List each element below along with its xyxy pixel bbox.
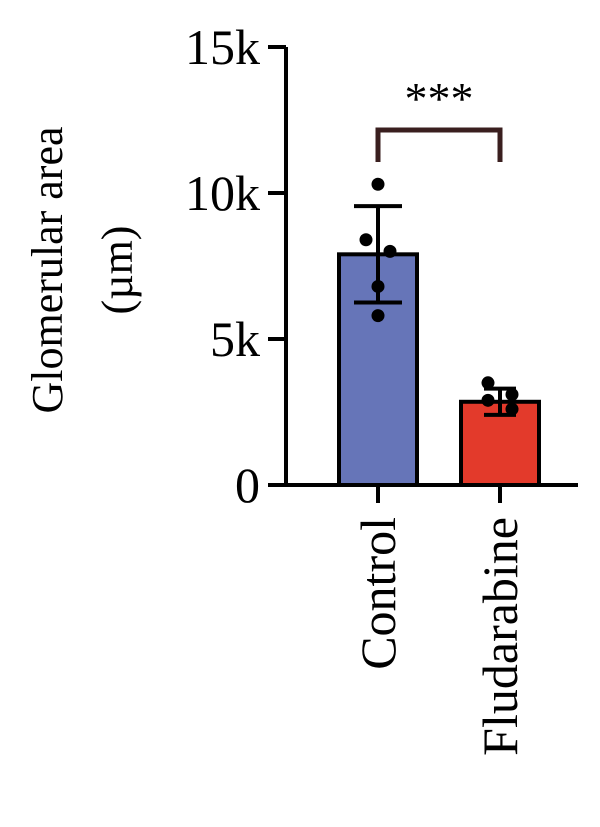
y-tick-label: 0 — [235, 457, 260, 513]
y-axis-title-line2: (µm) — [93, 226, 142, 315]
data-point — [505, 402, 519, 416]
y-tick-label: 5k — [210, 311, 260, 367]
y-axis-title-line1: Glomerular area — [23, 126, 72, 413]
significance-bracket — [375, 127, 503, 162]
data-point — [505, 387, 519, 401]
y-tick-label: 15k — [185, 19, 260, 75]
data-point — [371, 309, 385, 323]
x-tick-label-control: Control — [350, 517, 406, 670]
y-tick-label: 10k — [185, 165, 260, 221]
y-axis-title: Glomerular area (µm) — [23, 126, 142, 413]
significance-label: *** — [405, 73, 474, 124]
data-point — [371, 177, 385, 191]
x-tick-label-fludarabine: Fludarabine — [472, 517, 528, 756]
data-point — [371, 279, 385, 293]
data-point — [481, 376, 495, 390]
data-point — [383, 244, 397, 258]
data-point — [481, 393, 495, 407]
data-point — [359, 233, 373, 247]
plot-area: 0 5k 10k 15k Control Fludarabine *** — [185, 19, 578, 756]
